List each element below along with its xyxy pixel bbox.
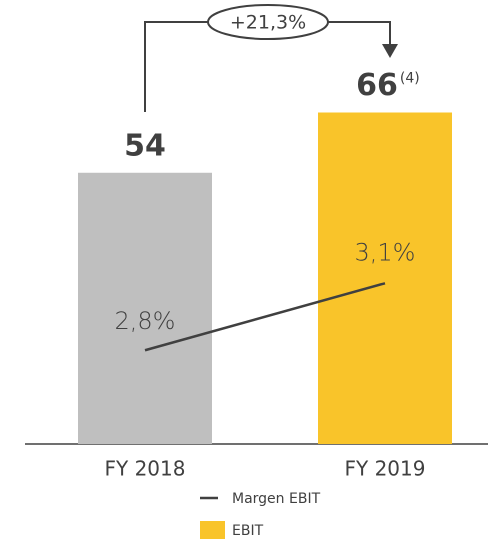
legend-swatch — [200, 521, 225, 539]
bracket-right — [328, 21, 391, 45]
legend-label: EBIT — [232, 523, 264, 539]
bracket-left — [144, 21, 208, 112]
x-tick-label: FY 2018 — [105, 457, 186, 481]
x-tick-label: FY 2019 — [345, 457, 426, 481]
footnote-mark: (4) — [400, 71, 420, 87]
arrow-head — [382, 44, 398, 58]
bar-value-label: 54 — [124, 128, 166, 163]
line — [144, 282, 386, 352]
growth-bracket — [144, 4, 391, 112]
annotation-ellipse — [207, 4, 329, 40]
bar — [78, 172, 212, 445]
line-value-label: 2,8% — [115, 307, 176, 335]
bar-value-label: 66 — [356, 68, 398, 103]
annotation: +21,3% — [230, 12, 306, 34]
bar — [318, 112, 452, 444]
legend-label: Margen EBIT — [232, 491, 321, 507]
line-value-label: 3,1% — [355, 238, 416, 266]
